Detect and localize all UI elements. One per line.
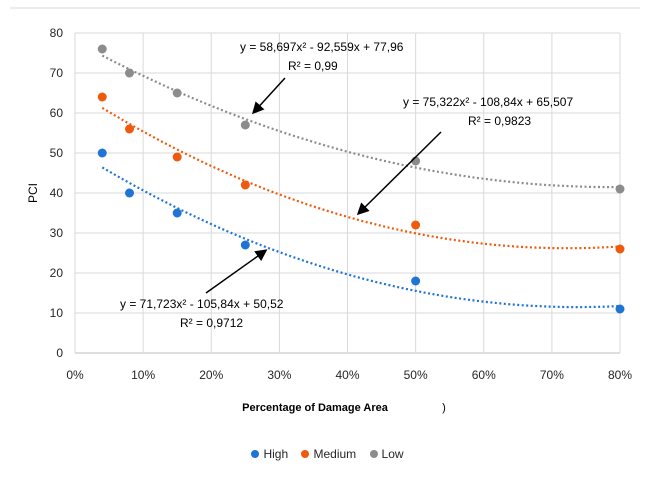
legend-marker-low — [369, 450, 378, 458]
medium-trend-equation: y = 75,322x² - 108,84x + 65,507 — [403, 95, 573, 109]
x-tick-label: 30% — [267, 368, 291, 382]
legend-label-high: High — [263, 447, 289, 461]
legend-item-high: High — [251, 447, 288, 461]
high-data-point — [97, 148, 107, 158]
x-tick-label: 60% — [472, 368, 496, 382]
x-tick-label: 20% — [199, 368, 223, 382]
y-axis-title: PCI — [26, 183, 40, 203]
low-annotation-arrow — [251, 77, 286, 115]
x-axis-title-suffix: ) — [442, 402, 446, 414]
medium-annotation-arrow — [356, 131, 442, 216]
y-tick-label: 0 — [56, 346, 63, 360]
medium-trend-r2: R² = 0,9823 — [468, 114, 531, 128]
low-trend-r2: R² = 0,99 — [288, 59, 338, 73]
medium-data-point — [411, 220, 421, 230]
y-tick-label: 40 — [50, 186, 64, 200]
y-tick-label: 30 — [50, 226, 64, 240]
legend-marker-medium — [301, 450, 310, 458]
x-tick-label: 40% — [335, 368, 359, 382]
y-tick-label: 20 — [50, 266, 64, 280]
low-data-point — [172, 88, 182, 98]
x-tick-label: 70% — [540, 368, 564, 382]
high-trendline — [101, 166, 621, 309]
medium-trendline — [101, 106, 621, 250]
high-trend-r2: R² = 0,9712 — [180, 316, 243, 330]
low-data-point — [97, 44, 107, 54]
high-data-point — [615, 304, 625, 314]
x-tick-label: 80% — [608, 368, 632, 382]
legend-label-medium: Medium — [313, 447, 357, 461]
medium-data-point — [615, 244, 625, 254]
low-trend-equation: y = 58,697x² - 92,559x + 77,96 — [240, 40, 404, 54]
y-tick-label: 70 — [50, 66, 64, 80]
high-annotation-arrow — [205, 249, 268, 294]
low-data-point — [125, 68, 134, 78]
legend-item-low: Low — [369, 447, 404, 461]
y-tick-label: 50 — [50, 146, 64, 160]
high-trend-equation: y = 71,723x² - 105,84x + 50,52 — [120, 297, 284, 311]
x-tick-label: 0% — [66, 368, 84, 382]
chart-canvas: 0 10 20 30 40 50 60 70 80 0% 10% 20% 30% 40% 50% 60% 70… — [10, 7, 640, 414]
x-tick-label: 10% — [131, 368, 155, 382]
gridlines — [74, 32, 621, 354]
legend-marker-high — [251, 450, 260, 458]
legend-label-low: Low — [381, 447, 404, 461]
high-data-point — [125, 188, 134, 198]
medium-data-point — [240, 180, 250, 190]
high-data-point — [240, 240, 250, 250]
y-tick-label: 80 — [50, 26, 64, 40]
y-tick-label: 60 — [50, 106, 64, 120]
medium-data-point — [172, 152, 182, 162]
high-data-point — [172, 208, 182, 218]
y-tick-label: 10 — [50, 306, 64, 320]
high-data-point — [411, 276, 421, 286]
x-tick-label: 50% — [404, 368, 428, 382]
low-trendline — [101, 54, 620, 189]
legend-item-medium: Medium — [301, 447, 356, 461]
data-points — [97, 44, 625, 314]
trendlines — [101, 54, 621, 309]
medium-data-point — [97, 92, 107, 102]
legend: High Medium Low — [0, 447, 655, 461]
low-data-point — [240, 120, 250, 130]
x-axis-title: Percentage of Damage Area — [242, 402, 389, 414]
x-tick-labels: 0% 10% 20% 30% 40% 50% 60% 70% 80% — [66, 368, 632, 382]
y-tick-labels: 0 10 20 30 40 50 60 70 80 — [50, 26, 64, 360]
low-data-point — [615, 184, 625, 194]
medium-data-point — [125, 124, 134, 134]
